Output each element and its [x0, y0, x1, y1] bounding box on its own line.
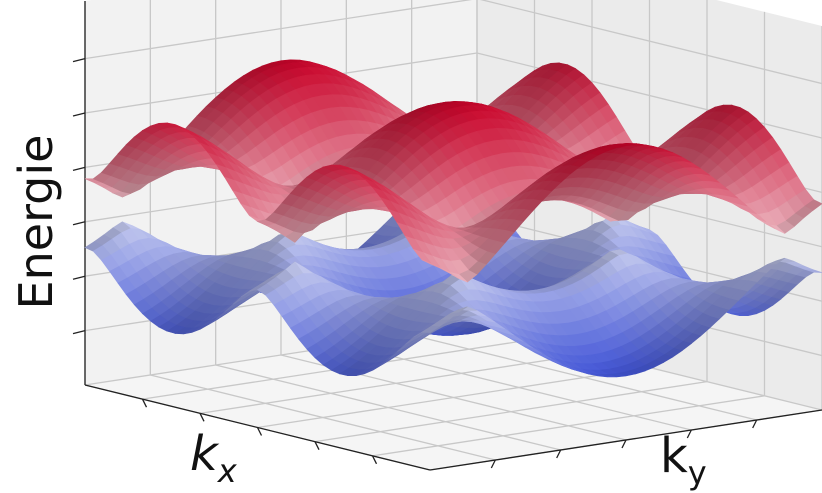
- tick-mark: [72, 329, 86, 335]
- y-label-base: k: [660, 428, 688, 484]
- grid-line: [479, 0, 822, 85]
- x-label-sub: x: [217, 452, 238, 490]
- tick-mark: [371, 455, 378, 465]
- z-axis-label: Energie: [9, 135, 63, 310]
- tick-mark: [314, 441, 320, 450]
- grid-line: [411, 334, 757, 421]
- y-label-sub: y: [688, 454, 707, 492]
- grid-line: [84, 0, 473, 60]
- y-axis-label: ky: [660, 428, 707, 492]
- tick-mark: [141, 398, 148, 408]
- lower-band-face: [420, 326, 441, 333]
- tick-mark: [490, 459, 496, 469]
- grid-line: [476, 52, 822, 139]
- tick-mark: [556, 449, 562, 459]
- upper-band-face: [421, 259, 440, 268]
- x-label-base: k: [190, 426, 220, 482]
- tick-mark: [72, 57, 86, 63]
- tick-mark: [621, 439, 627, 449]
- surfaces: [84, 59, 822, 378]
- tick-mark: [686, 429, 692, 439]
- tick-mark: [72, 221, 86, 226]
- tick-mark: [72, 166, 86, 172]
- tick-mark: [752, 419, 758, 429]
- tick-mark: [256, 427, 263, 436]
- tick-mark: [72, 275, 86, 280]
- x-axis-label: kx: [190, 426, 238, 490]
- tick-mark: [199, 413, 205, 422]
- tick-mark: [72, 112, 86, 117]
